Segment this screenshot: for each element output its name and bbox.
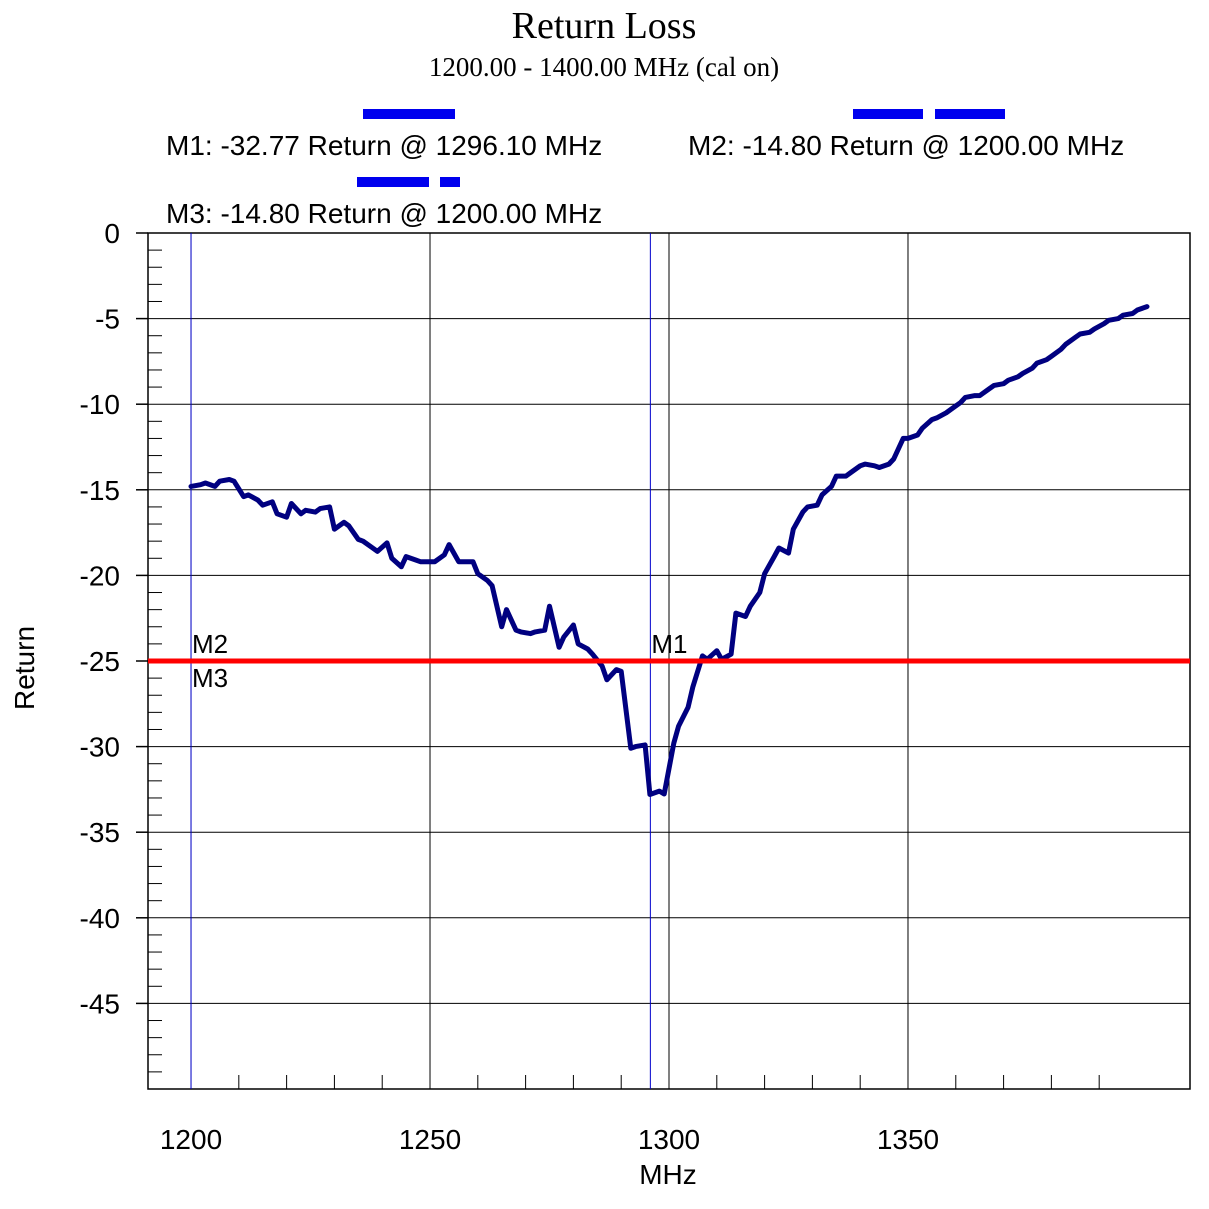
y-tick-label: -35: [80, 817, 120, 848]
chart-title: Return Loss: [512, 5, 697, 47]
y-tick-label: -20: [80, 560, 120, 591]
m3-legend-swatch: [357, 177, 460, 187]
marker-label-m2: M2: [192, 629, 228, 659]
y-tick-label: -40: [80, 903, 120, 934]
y-tick-label: 0: [104, 218, 120, 249]
marker-label-m3: M3: [192, 663, 228, 693]
y-tick-labels: 0 -5 -10 -15 -20 -25 -30 -35 -40 -45: [80, 218, 120, 1019]
y-tick-label: -30: [80, 732, 120, 763]
minor-ticks: [136, 232, 1100, 1089]
y-tick-label: -5: [95, 304, 120, 335]
marker-labels: M1 M2 M3: [192, 629, 687, 693]
m2-readout: M2: -14.80 Return @ 1200.00 MHz: [688, 130, 1124, 161]
x-tick-label: 1250: [399, 1124, 461, 1155]
chart-subtitle: 1200.00 - 1400.00 MHz (cal on): [429, 52, 779, 82]
marker-label-m1: M1: [651, 629, 687, 659]
m2-legend-dash-2: [935, 109, 1005, 119]
y-axis-label: Return: [9, 626, 40, 710]
x-axis-label: MHz: [639, 1159, 697, 1190]
m3-readout: M3: -14.80 Return @ 1200.00 MHz: [166, 198, 602, 229]
y-tick-label: -10: [80, 389, 120, 420]
y-tick-label: -15: [80, 475, 120, 506]
m2-legend-swatch: [853, 109, 1005, 119]
return-loss-trace: [188, 304, 1150, 797]
x-tick-labels: 1200 1250 1300 1350: [160, 1124, 939, 1155]
x-tick-label: 1300: [638, 1124, 700, 1155]
x-tick-label: 1200: [160, 1124, 222, 1155]
m3-legend-dash-1: [357, 177, 429, 187]
y-tick-label: -25: [80, 646, 120, 677]
m1-readout: M1: -32.77 Return @ 1296.10 MHz: [166, 130, 602, 161]
m1-legend-dash: [363, 109, 455, 119]
y-tick-label: -45: [80, 988, 120, 1019]
m1-legend-swatch: [363, 109, 455, 119]
m2-legend-dash-1: [853, 109, 923, 119]
m3-legend-dash-2: [440, 177, 460, 187]
x-tick-label: 1350: [877, 1124, 939, 1155]
plot-area: 0 -5 -10 -15 -20 -25 -30 -35 -40 -45 1200 1250 1300…: [80, 218, 1191, 1155]
